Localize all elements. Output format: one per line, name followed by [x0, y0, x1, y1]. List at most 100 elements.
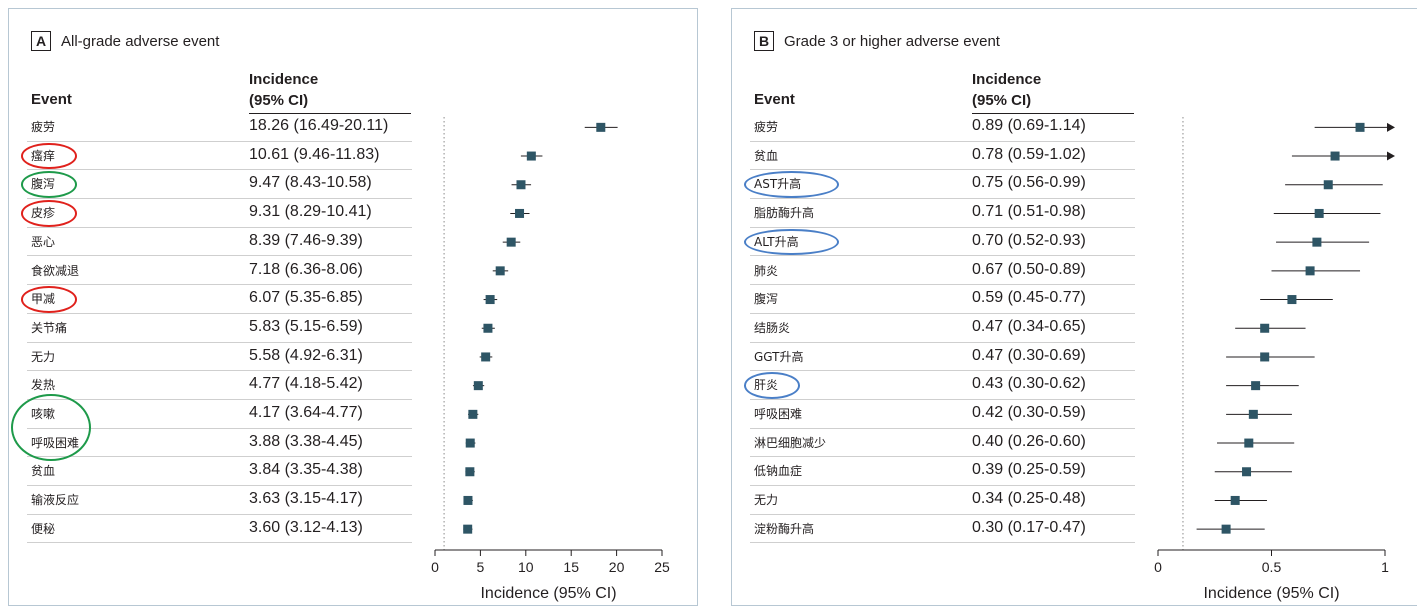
panel-a-incidence-header-line1: Incidence [249, 71, 319, 88]
incidence-value: 4.17 (3.64-4.77) [249, 404, 363, 421]
event-label: 贫血 [754, 148, 779, 163]
panel-b-table-row: 腹泻 0.59 (0.45-0.77) [750, 285, 1135, 314]
x-tick-label: 5 [477, 559, 485, 575]
point-estimate [1330, 151, 1340, 161]
event-label: 脂肪酶升高 [754, 206, 815, 221]
red-highlight-ellipse [21, 200, 77, 227]
x-axis-title: Incidence (95% CI) [480, 585, 616, 602]
event-label: 无力 [31, 349, 56, 364]
incidence-value: 5.58 (4.92-6.31) [249, 346, 363, 364]
x-axis-title: Incidence (95% CI) [1203, 585, 1339, 602]
point-estimate [1355, 122, 1365, 132]
event-label: 淋巴细胞减少 [754, 435, 827, 450]
panel-b-incidence-header-line1: Incidence [972, 71, 1042, 88]
panel-a-header-rule [249, 113, 411, 114]
event-label: 发热 [31, 378, 56, 393]
x-tick-label: 15 [563, 559, 579, 575]
incidence-value: 9.47 (8.43-10.58) [249, 174, 372, 192]
incidence-value: 0.39 (0.25-0.59) [972, 461, 1086, 479]
event-label: 肺炎 [754, 263, 779, 278]
panel-a: A All-grade adverse event Event Incidenc… [8, 8, 698, 606]
point-estimate [468, 409, 478, 419]
point-estimate [465, 467, 475, 477]
point-estimate [1287, 295, 1297, 305]
incidence-value: 10.61 (9.46-11.83) [249, 145, 380, 163]
x-tick-label: 0.5 [1262, 559, 1282, 575]
panel-b-forest-plot: 0 0.5 1 Incidence (95% CI) [1154, 117, 1395, 602]
event-label: 便秘 [31, 521, 56, 536]
incidence-value: 0.34 (0.25-0.48) [972, 490, 1086, 508]
point-estimate [515, 208, 525, 218]
x-tick-label: 25 [654, 559, 670, 575]
panel-a-table-row: 关节痛 5.83 (5.15-6.59) [27, 314, 412, 343]
panel-b-table-row: 肺炎 0.67 (0.50-0.89) [750, 257, 1135, 286]
point-estimate [596, 122, 606, 132]
point-estimate [1305, 266, 1315, 276]
point-estimate [485, 295, 495, 305]
event-label: 食欲减退 [31, 263, 80, 278]
x-tick-label: 1 [1381, 559, 1389, 575]
incidence-value: 3.63 (3.15-4.17) [249, 490, 363, 508]
panel-a-table-row: 恶心 8.39 (7.46-9.39) [27, 228, 412, 257]
point-estimate [473, 381, 483, 391]
point-estimate [1248, 409, 1258, 419]
panel-b-table-row: 低钠血症 0.39 (0.25-0.59) [750, 457, 1135, 487]
panel-a-event-header: Event [31, 91, 72, 108]
incidence-value: 0.43 (0.30-0.62) [972, 375, 1086, 393]
panel-a-table-row: 便秘 3.60 (3.12-4.13) [27, 515, 412, 544]
event-label: 贫血 [31, 464, 56, 479]
point-estimate [1221, 524, 1231, 534]
point-estimate [481, 352, 491, 362]
point-estimate [1260, 352, 1270, 362]
panel-a-letter: A [31, 31, 51, 51]
x-tick-label: 0 [431, 559, 439, 575]
event-label: 腹泻 [754, 292, 779, 307]
point-estimate [495, 266, 505, 276]
panel-a-forest-plot: 0 5 10 15 20 25 Incidence (95% CI) [431, 117, 670, 602]
event-label: 无力 [754, 493, 779, 508]
point-estimate [483, 323, 493, 333]
panel-b-table-row: GGT升高 0.47 (0.30-0.69) [750, 343, 1135, 372]
incidence-value: 0.71 (0.51-0.98) [972, 203, 1086, 221]
incidence-value: 0.67 (0.50-0.89) [972, 260, 1086, 278]
incidence-value: 3.88 (3.38-4.45) [249, 432, 363, 450]
panel-b-table-row: 淀粉酶升高 0.30 (0.17-0.47) [750, 515, 1135, 544]
green-group-highlight-ellipse [11, 394, 91, 462]
point-estimate [526, 151, 536, 161]
incidence-value: 0.70 (0.52-0.93) [972, 231, 1086, 249]
point-estimate [516, 180, 526, 190]
panel-a-title: All-grade adverse event [61, 32, 220, 50]
panel-a-incidence-header-line2: (95% CI) [249, 92, 309, 109]
blue-highlight-ellipse [744, 372, 800, 399]
point-estimate [463, 524, 473, 534]
panel-b-letter: B [754, 31, 774, 51]
point-estimate [1312, 237, 1322, 247]
event-label: 淀粉酶升高 [754, 521, 815, 536]
red-highlight-ellipse [21, 142, 77, 170]
panel-b-table-row: 结肠炎 0.47 (0.34-0.65) [750, 314, 1135, 343]
event-label: 结肠炎 [754, 320, 791, 335]
incidence-value: 9.31 (8.29-10.41) [249, 203, 372, 221]
incidence-value: 0.89 (0.69-1.14) [972, 117, 1086, 134]
incidence-value: 5.83 (5.15-6.59) [249, 317, 363, 335]
point-estimate [1230, 495, 1240, 505]
incidence-value: 0.47 (0.34-0.65) [972, 317, 1086, 335]
event-label: GGT升高 [754, 349, 804, 364]
point-estimate [463, 495, 473, 505]
panel-b-incidence-header: Incidence (95% CI) [972, 69, 1041, 111]
point-estimate [1323, 180, 1333, 190]
panel-a-header: A All-grade adverse event [31, 31, 219, 51]
incidence-value: 6.07 (5.35-6.85) [249, 289, 363, 307]
point-estimate [1314, 208, 1324, 218]
incidence-value: 0.40 (0.26-0.60) [972, 432, 1086, 450]
incidence-value: 0.75 (0.56-0.99) [972, 174, 1086, 192]
panel-b-table-row: 无力 0.34 (0.25-0.48) [750, 486, 1135, 515]
panel-b-table-row: 疲劳 0.89 (0.69-1.14) [750, 113, 1135, 142]
panel-a-table-row: 食欲减退 7.18 (6.36-8.06) [27, 257, 412, 286]
red-highlight-ellipse [21, 286, 77, 313]
point-estimate [465, 438, 475, 448]
panel-b-title: Grade 3 or higher adverse event [784, 32, 1000, 50]
x-tick-label: 10 [518, 559, 534, 575]
event-label: 疲劳 [31, 120, 56, 134]
panel-b-event-header: Event [754, 91, 795, 108]
